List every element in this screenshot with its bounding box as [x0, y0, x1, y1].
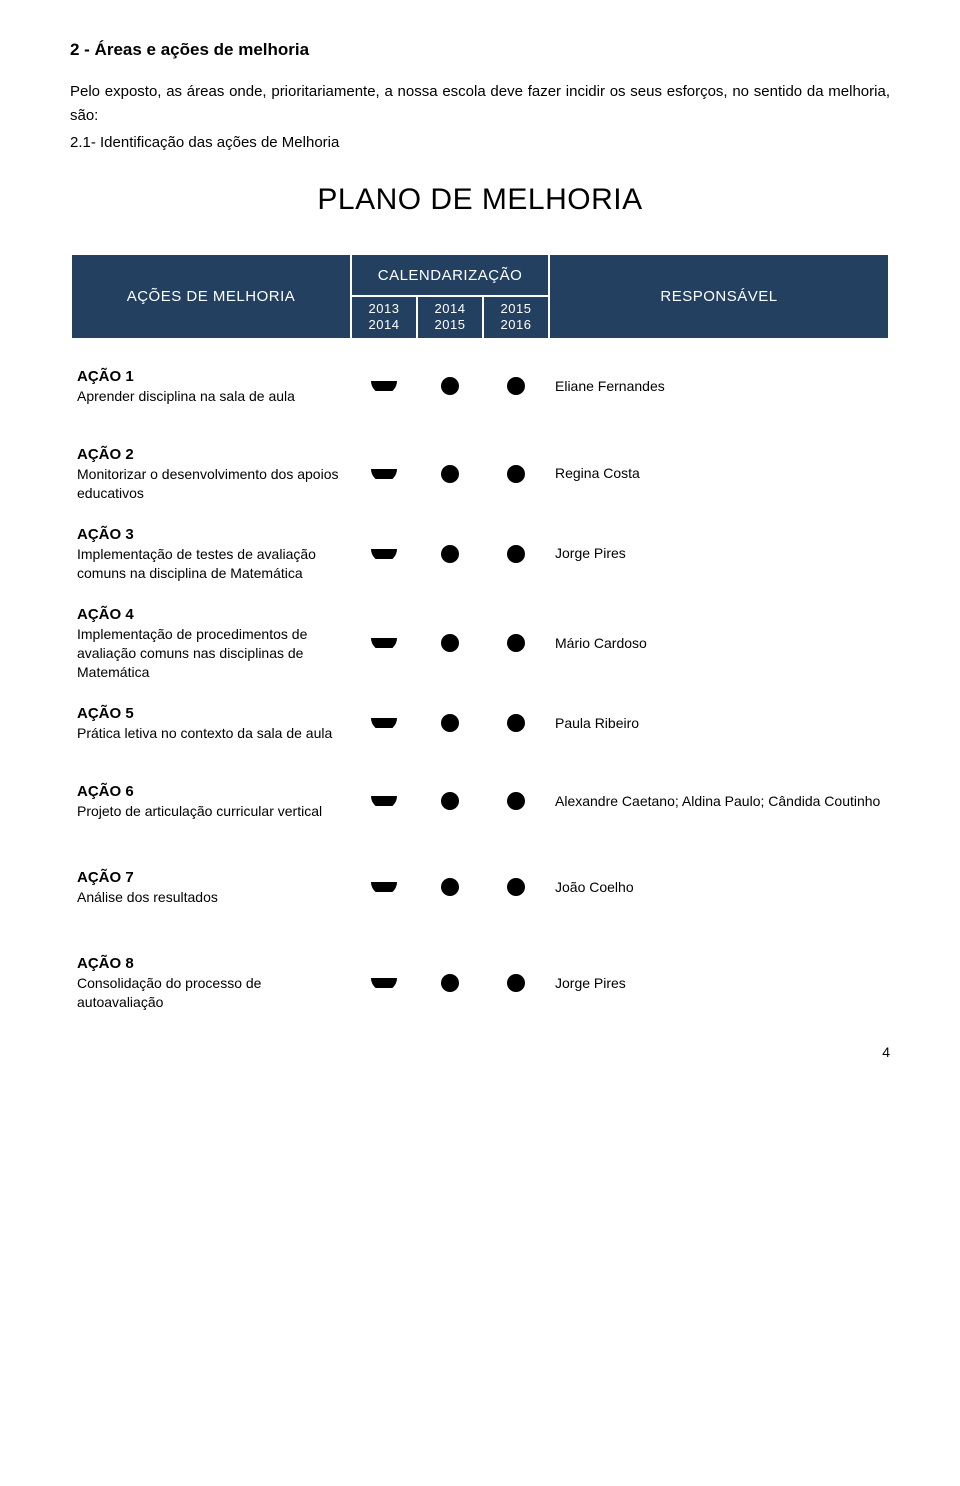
responsible-cell: Paula Ribeiro	[549, 693, 889, 754]
th-year-2: 20152016	[483, 296, 549, 339]
responsible-cell: Jorge Pires	[549, 944, 889, 1023]
action-name: AÇÃO 7	[77, 868, 345, 888]
half-circle-icon	[351, 693, 417, 754]
table-row: AÇÃO 3Implementação de testes de avaliaç…	[71, 514, 889, 594]
half-circle-icon	[351, 435, 417, 514]
responsible-cell: Jorge Pires	[549, 514, 889, 594]
sub-heading: 2.1- Identificação das ações de Melhoria	[70, 134, 890, 151]
table-row: AÇÃO 1Aprender disciplina na sala de aul…	[71, 357, 889, 417]
full-circle-icon	[417, 435, 483, 514]
action-name: AÇÃO 5	[77, 704, 345, 724]
action-name: AÇÃO 3	[77, 525, 345, 545]
action-name: AÇÃO 4	[77, 605, 345, 625]
action-cell: AÇÃO 2Monitorizar o desenvolvimento dos …	[71, 435, 351, 514]
full-circle-icon	[483, 435, 549, 514]
page-number: 4	[70, 1044, 890, 1060]
melhoria-table: AÇÕES DE MELHORIA CALENDARIZAÇÃO RESPONS…	[70, 253, 890, 1024]
full-circle-icon	[417, 594, 483, 693]
action-description: Consolidação do processo de autoavaliaçã…	[77, 975, 261, 1010]
action-cell: AÇÃO 8Consolidação do processo de autoav…	[71, 944, 351, 1023]
action-cell: AÇÃO 3Implementação de testes de avaliaç…	[71, 514, 351, 594]
full-circle-icon	[483, 594, 549, 693]
action-description: Monitorizar o desenvolvimento dos apoios…	[77, 466, 338, 501]
action-cell: AÇÃO 5Prática letiva no contexto da sala…	[71, 693, 351, 754]
full-circle-icon	[417, 858, 483, 918]
action-cell: AÇÃO 4Implementação de procedimentos de …	[71, 594, 351, 693]
intro-paragraph: Pelo exposto, as áreas onde, prioritaria…	[70, 80, 890, 128]
half-circle-icon	[351, 594, 417, 693]
action-name: AÇÃO 2	[77, 445, 345, 465]
half-circle-icon	[351, 858, 417, 918]
half-circle-icon	[351, 514, 417, 594]
full-circle-icon	[417, 772, 483, 832]
action-cell: AÇÃO 6Projeto de articulação curricular …	[71, 772, 351, 832]
table-row: AÇÃO 8Consolidação do processo de autoav…	[71, 944, 889, 1023]
table-row: AÇÃO 5Prática letiva no contexto da sala…	[71, 693, 889, 754]
action-cell: AÇÃO 7Análise dos resultados	[71, 858, 351, 918]
table-row: AÇÃO 6Projeto de articulação curricular …	[71, 772, 889, 832]
action-description: Análise dos resultados	[77, 889, 218, 905]
action-description: Projeto de articulação curricular vertic…	[77, 803, 322, 819]
half-circle-icon	[351, 944, 417, 1023]
half-circle-icon	[351, 772, 417, 832]
responsible-cell: Eliane Fernandes	[549, 357, 889, 417]
th-year-0: 20132014	[351, 296, 417, 339]
full-circle-icon	[483, 772, 549, 832]
full-circle-icon	[417, 514, 483, 594]
action-description: Prática letiva no contexto da sala de au…	[77, 725, 332, 741]
action-description: Aprender disciplina na sala de aula	[77, 388, 295, 404]
full-circle-icon	[483, 944, 549, 1023]
full-circle-icon	[483, 858, 549, 918]
responsible-cell: Alexandre Caetano; Aldina Paulo; Cândida…	[549, 772, 889, 832]
th-calendar: CALENDARIZAÇÃO	[351, 254, 549, 296]
action-description: Implementação de procedimentos de avalia…	[77, 626, 307, 680]
full-circle-icon	[417, 693, 483, 754]
action-name: AÇÃO 8	[77, 954, 345, 974]
full-circle-icon	[417, 357, 483, 417]
th-actions: AÇÕES DE MELHORIA	[71, 254, 351, 339]
action-description: Implementação de testes de avaliação com…	[77, 546, 316, 581]
full-circle-icon	[483, 693, 549, 754]
full-circle-icon	[483, 514, 549, 594]
th-responsible: RESPONSÁVEL	[549, 254, 889, 339]
action-name: AÇÃO 6	[77, 782, 345, 802]
responsible-cell: Regina Costa	[549, 435, 889, 514]
full-circle-icon	[483, 357, 549, 417]
half-circle-icon	[351, 357, 417, 417]
table-row: AÇÃO 7Análise dos resultados João Coelho	[71, 858, 889, 918]
main-title: PLANO DE MELHORIA	[70, 183, 890, 217]
responsible-cell: Mário Cardoso	[549, 594, 889, 693]
action-cell: AÇÃO 1Aprender disciplina na sala de aul…	[71, 357, 351, 417]
responsible-cell: João Coelho	[549, 858, 889, 918]
th-year-1: 20142015	[417, 296, 483, 339]
action-name: AÇÃO 1	[77, 367, 345, 387]
section-heading: 2 - Áreas e ações de melhoria	[70, 40, 890, 60]
full-circle-icon	[417, 944, 483, 1023]
table-row: AÇÃO 4Implementação de procedimentos de …	[71, 594, 889, 693]
table-row: AÇÃO 2Monitorizar o desenvolvimento dos …	[71, 435, 889, 514]
